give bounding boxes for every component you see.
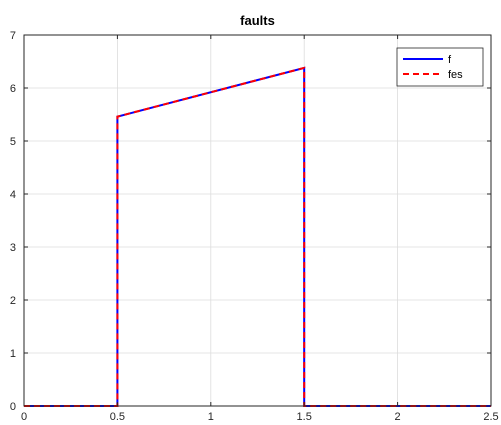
ticks: 0 0.5 1 1.5 2 2.5 0 1 2 3 4 5 6 7: [10, 30, 499, 423]
y-tick-label-2: 2: [10, 295, 16, 307]
chart-title: faults: [240, 13, 275, 28]
legend-box: [396, 47, 484, 87]
legend-label-f: f: [448, 54, 452, 66]
y-tick-label-1: 1: [10, 348, 16, 360]
legend: f fes: [396, 47, 484, 87]
axes-frame: [23, 34, 492, 407]
x-tick-label-3: 1.5: [297, 411, 312, 423]
y-tick-label-4: 4: [10, 189, 16, 201]
x-tick-label-0: 0: [21, 411, 27, 423]
y-tick-label-3: 3: [10, 242, 16, 254]
y-tick-label-5: 5: [10, 136, 16, 148]
axes-background: [24, 35, 491, 406]
x-tick-label-2: 1: [208, 411, 214, 423]
x-tick-label-1: 0.5: [110, 411, 125, 423]
y-tick-label-6: 6: [10, 83, 16, 95]
plot-area: 0 0.5 1 1.5 2 2.5 0 1 2 3 4 5 6 7: [10, 30, 499, 423]
x-tick-label-5: 2.5: [483, 411, 498, 423]
y-tick-label-0: 0: [10, 401, 16, 413]
y-tick-label-7: 7: [10, 30, 16, 42]
legend-label-fes: fes: [448, 69, 463, 81]
x-tick-label-4: 2: [395, 411, 401, 423]
